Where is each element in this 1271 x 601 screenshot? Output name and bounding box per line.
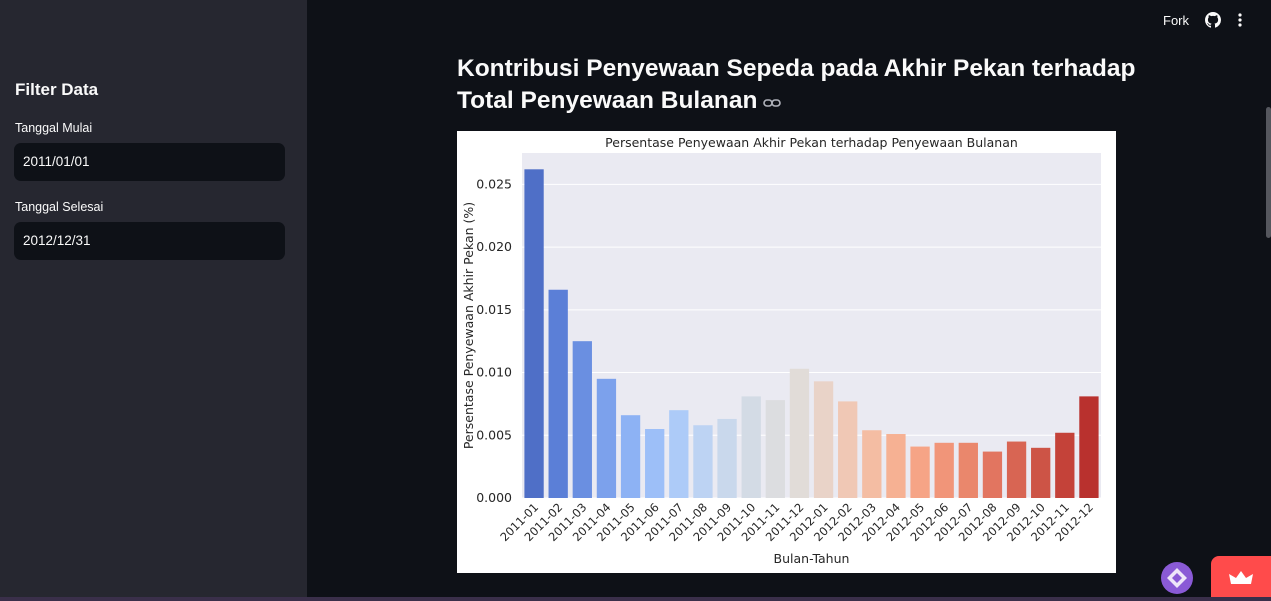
toolbar: Fork (1163, 12, 1243, 28)
avatar[interactable] (1161, 562, 1193, 594)
sidebar-title: Filter Data (15, 80, 99, 99)
github-icon[interactable] (1205, 12, 1221, 28)
bar (572, 341, 592, 498)
bar (669, 410, 689, 498)
bar (693, 425, 713, 498)
bar (620, 415, 641, 498)
y-axis-label: Persentase Penyewaan Akhir Pekan (%) (461, 202, 476, 449)
streamlit-badge[interactable] (1211, 556, 1271, 601)
bottom-strip (0, 597, 1271, 601)
y-tick-label: 0.025 (476, 176, 512, 191)
bar (1055, 432, 1075, 498)
page-title-text: Kontribusi Penyewaan Sepeda pada Akhir P… (457, 55, 1136, 114)
bar (1006, 441, 1027, 498)
bar (1079, 396, 1099, 498)
start-date-label: Tanggal Mulai (15, 121, 93, 135)
bar-chart: 0.0000.0050.0100.0150.0200.0252011-01201… (461, 135, 1101, 566)
bar (765, 400, 785, 498)
bar (934, 442, 954, 498)
sidebar: Filter Data Tanggal Mulai 2011/01/01 Tan… (0, 0, 307, 601)
y-tick-label: 0.020 (476, 239, 512, 254)
chart-title: Persentase Penyewaan Akhir Pekan terhada… (605, 135, 1018, 150)
fork-button[interactable]: Fork (1163, 12, 1189, 28)
bar (982, 451, 1003, 498)
more-vertical-icon[interactable] (1237, 12, 1243, 28)
chart-container: 0.000 0.005 0.010 0.015 0.020 0.025 2011-01 201… (457, 131, 1116, 573)
bar (741, 396, 761, 498)
start-date-input[interactable]: 2011/01/01 (14, 143, 285, 181)
bar (548, 289, 568, 498)
y-tick-label: 0.000 (476, 490, 512, 505)
x-axis-label: Bulan-Tahun (774, 551, 850, 566)
bar (645, 429, 665, 498)
bar (717, 418, 737, 498)
scrollbar[interactable] (1266, 107, 1271, 238)
bar (910, 446, 930, 498)
bar (862, 430, 882, 498)
page-title: Kontribusi Penyewaan Sepeda pada Akhir P… (457, 53, 1137, 118)
link-icon[interactable] (763, 86, 782, 118)
end-date-label: Tanggal Selesai (15, 200, 104, 214)
bar (838, 401, 858, 498)
bar (958, 442, 978, 498)
bar (813, 381, 834, 498)
bar (886, 434, 906, 498)
bar (1031, 447, 1051, 498)
crown-icon (1229, 571, 1253, 584)
end-date-input[interactable]: 2012/12/31 (14, 222, 285, 260)
bar (596, 378, 617, 498)
plot-area (522, 153, 1101, 498)
y-tick-label: 0.010 (476, 365, 512, 380)
bar (524, 169, 544, 498)
app-badge-icon (1167, 568, 1187, 588)
y-tick-label: 0.015 (476, 302, 512, 317)
y-tick-label: 0.005 (476, 427, 512, 442)
bar (789, 368, 810, 498)
